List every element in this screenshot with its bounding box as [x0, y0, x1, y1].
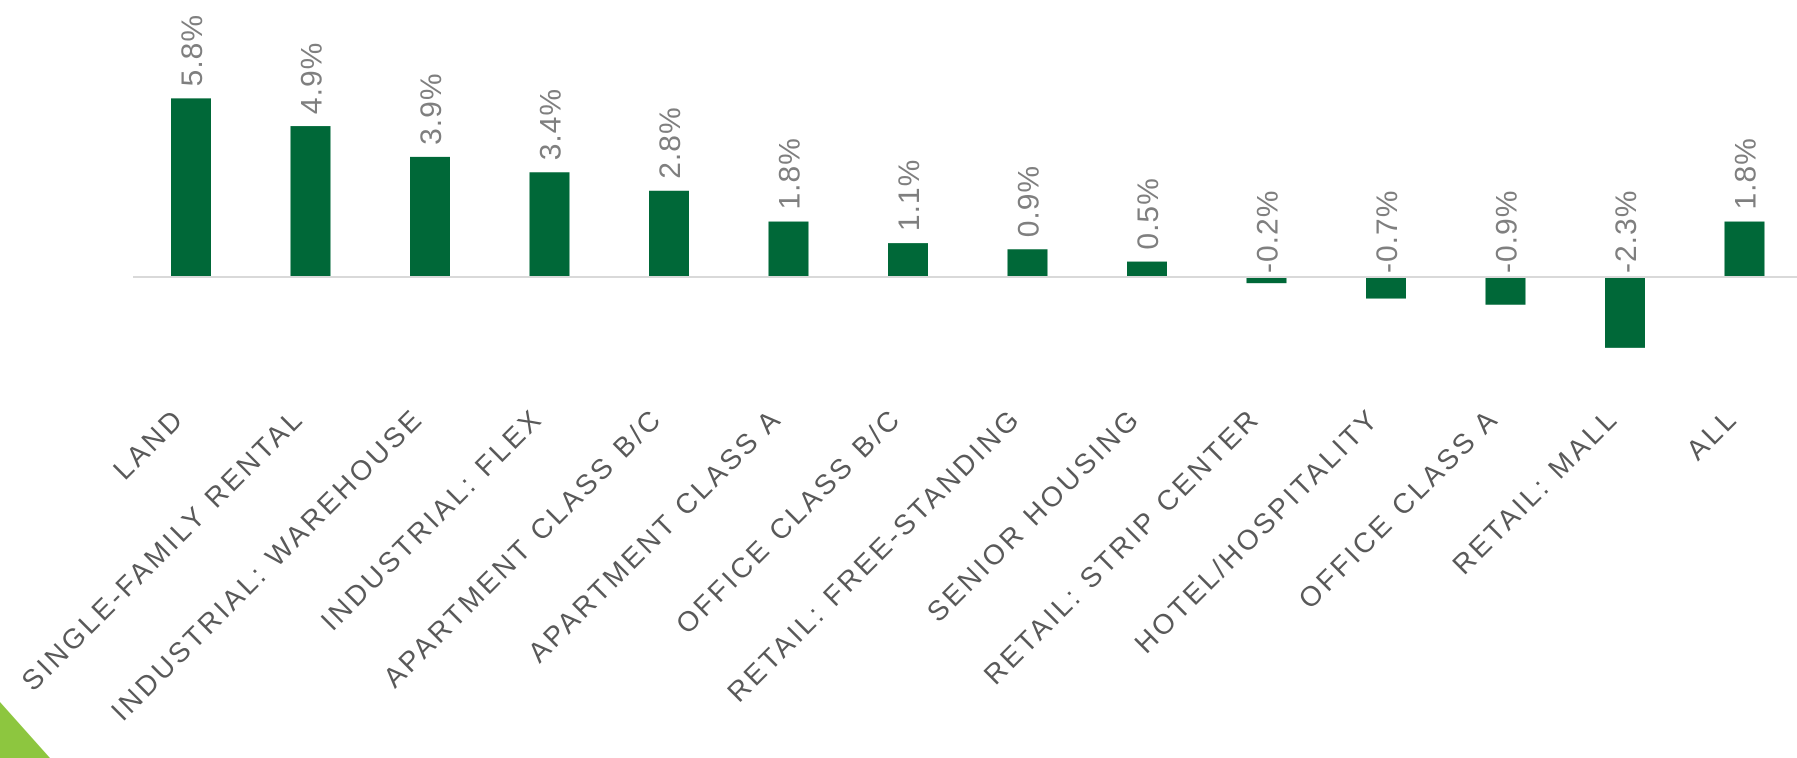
data-label: 0.5%	[1132, 177, 1165, 249]
data-label: 5.8%	[176, 14, 209, 86]
category-label: ALL	[1680, 402, 1744, 466]
bars-group	[171, 98, 1765, 348]
category-label: SENIOR HOUSING	[921, 402, 1146, 627]
bar	[290, 126, 331, 277]
category-label: INDUSTRIAL: FLEX	[315, 402, 549, 636]
category-label: LAND	[107, 402, 190, 485]
category-label: APARTMENT CLASS A	[522, 402, 788, 668]
bar	[768, 221, 809, 277]
data-label: 4.9%	[296, 42, 329, 114]
data-label: 3.9%	[415, 72, 448, 144]
bar	[1127, 261, 1167, 277]
data-label: 0.9%	[1013, 165, 1046, 237]
data-label: -2.3%	[1610, 190, 1643, 273]
bar	[888, 243, 928, 277]
bar	[529, 172, 570, 277]
data-label: 1.1%	[893, 159, 926, 231]
data-label: 3.4%	[535, 88, 568, 160]
data-label: 1.8%	[774, 137, 807, 209]
data-label: -0.9%	[1491, 190, 1524, 273]
corner-accent-triangle	[0, 702, 50, 758]
data-labels-group: 5.8% 4.9% 3.9% 3.4% 2.8% 1.8% 1.1% 0.9% 0.5% -0.2…	[176, 14, 1763, 273]
bar	[1366, 277, 1406, 299]
data-label: -0.2%	[1252, 190, 1285, 273]
bar	[1605, 277, 1645, 348]
bar	[649, 190, 689, 277]
bar	[410, 156, 450, 277]
data-label: -0.7%	[1371, 190, 1404, 273]
data-label: 2.8%	[654, 106, 687, 178]
bar	[1007, 249, 1048, 277]
category-label: OFFICE CLASS A	[1292, 402, 1504, 614]
bar	[1485, 277, 1526, 305]
category-label: OFFICE CLASS B/C	[670, 402, 907, 639]
data-label: 1.8%	[1730, 137, 1763, 209]
bar	[171, 98, 211, 277]
bar	[1246, 277, 1287, 284]
bar	[1724, 221, 1765, 277]
category-label: HOTEL/HOSPITALITY	[1128, 402, 1385, 659]
